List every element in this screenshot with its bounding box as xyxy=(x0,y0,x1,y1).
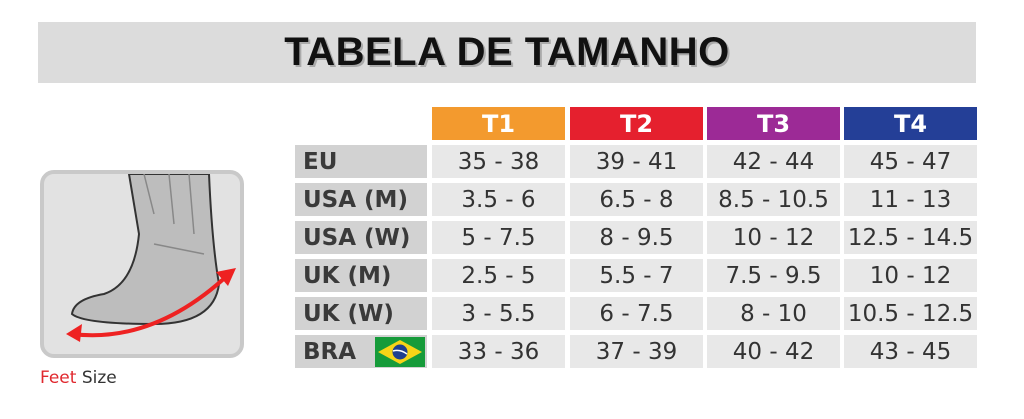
size-cell: 11 - 13 xyxy=(844,183,977,216)
size-cell: 33 - 36 xyxy=(432,335,565,368)
size-cell: 42 - 44 xyxy=(707,145,840,178)
title-bar: TABELA DE TAMANHO xyxy=(38,22,976,83)
size-cell: 39 - 41 xyxy=(570,145,703,178)
column-header: T1 xyxy=(432,107,565,140)
size-cell: 10 - 12 xyxy=(707,221,840,254)
foot-drawing xyxy=(66,174,236,342)
size-cell: 5.5 - 7 xyxy=(570,259,703,292)
size-cell: 45 - 47 xyxy=(844,145,977,178)
size-cell: 37 - 39 xyxy=(570,335,703,368)
column-header: T4 xyxy=(844,107,977,140)
size-cell: 8 - 9.5 xyxy=(570,221,703,254)
row-label: UK (W) xyxy=(295,297,427,330)
size-cell: 3 - 5.5 xyxy=(432,297,565,330)
size-cell: 7.5 - 9.5 xyxy=(707,259,840,292)
size-cell: 8 - 10 xyxy=(707,297,840,330)
size-cell: 10 - 12 xyxy=(844,259,977,292)
foot-illustration xyxy=(40,170,244,358)
row-label: USA (M) xyxy=(295,183,427,216)
size-cell: 43 - 45 xyxy=(844,335,977,368)
row-label: BRA xyxy=(295,335,427,368)
column-header: T3 xyxy=(707,107,840,140)
size-cell: 2.5 - 5 xyxy=(432,259,565,292)
flag xyxy=(375,337,425,367)
size-cell: 35 - 38 xyxy=(432,145,565,178)
caption-word: Feet xyxy=(40,368,77,388)
size-cell: 12.5 - 14.5 xyxy=(844,221,977,254)
caption: Feet Size xyxy=(40,368,117,388)
size-cell: 40 - 42 xyxy=(707,335,840,368)
row-label: USA (W) xyxy=(295,221,427,254)
size-cell: 3.5 - 6 xyxy=(432,183,565,216)
size-cell: 10.5 - 12.5 xyxy=(844,297,977,330)
size-cell: 5 - 7.5 xyxy=(432,221,565,254)
row-label: EU xyxy=(295,145,427,178)
caption-word: Size xyxy=(81,368,117,388)
size-cell: 6.5 - 8 xyxy=(570,183,703,216)
title: TABELA DE TAMANHO xyxy=(284,30,730,74)
row-label: UK (M) xyxy=(295,259,427,292)
size-cell: 8.5 - 10.5 xyxy=(707,183,840,216)
column-header: T2 xyxy=(570,107,703,140)
size-cell: 6 - 7.5 xyxy=(570,297,703,330)
